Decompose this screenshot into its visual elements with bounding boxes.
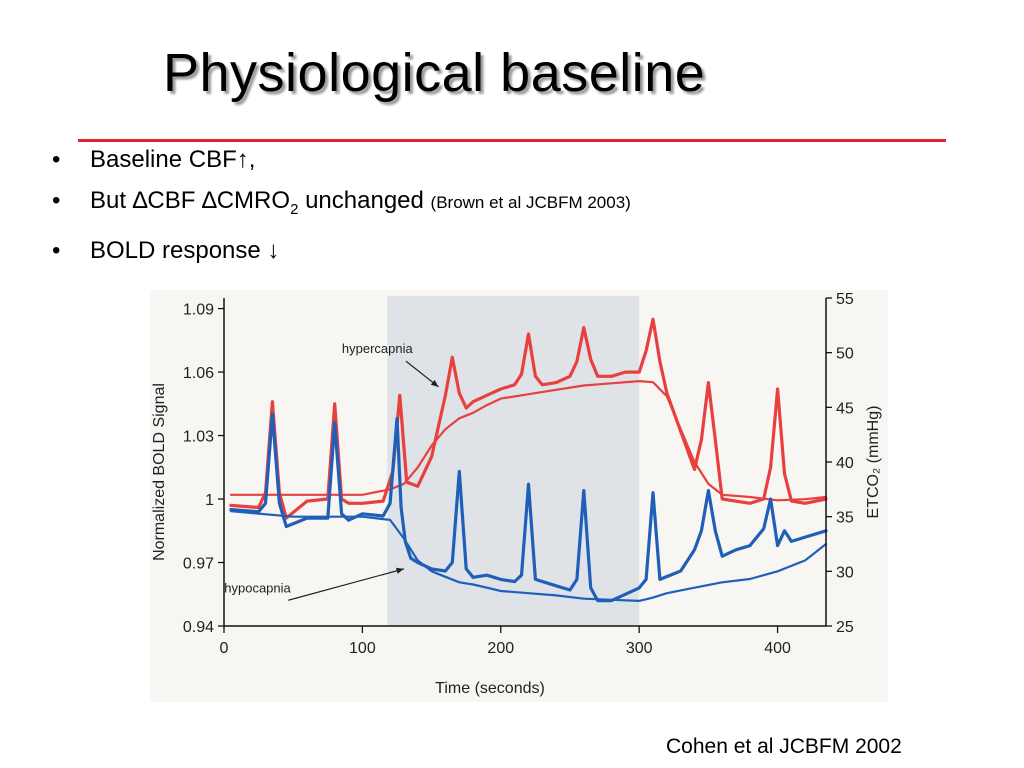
annotation-arrowhead — [430, 379, 439, 387]
y-tick-label-left: 0.94 — [183, 619, 214, 636]
bullet-bold-response: • BOLD response ↓ — [52, 237, 631, 265]
annotation-label: hypocapnia — [224, 580, 291, 595]
y-tick-label-left: 1 — [205, 492, 214, 509]
bullet-reference: (Brown et al JCBFM 2003) — [430, 193, 631, 212]
bullet-text: BOLD response ↓ — [90, 236, 280, 264]
bullet-text-pre: But ∆CBF ∆CMRO — [90, 187, 291, 214]
y-tick-label-left: 1.09 — [183, 302, 214, 319]
y-tick-label-left: 1.03 — [183, 429, 214, 446]
bullet-marker: • — [52, 146, 61, 173]
x-tick-label: 300 — [626, 640, 653, 657]
y-axis-label-left: Normalized BOLD Signal — [151, 383, 168, 561]
y-tick-label-right: 30 — [836, 564, 854, 581]
y-tick-label-left: 0.97 — [183, 556, 214, 573]
x-tick-label: 400 — [764, 640, 791, 657]
bullet-baseline-cbf: • Baseline CBF↑, — [52, 146, 631, 174]
y-tick-label-right: 35 — [836, 510, 854, 527]
x-axis-label: Time (seconds) — [435, 680, 545, 697]
bullet-marker: • — [52, 187, 61, 214]
bullet-text: Baseline CBF↑, — [90, 146, 256, 173]
annotation-label: hypercapnia — [342, 341, 414, 356]
bullet-marker: • — [52, 236, 61, 264]
y-tick-label-right: 45 — [836, 400, 854, 417]
y-tick-label-right: 25 — [836, 619, 854, 636]
x-tick-label: 0 — [220, 640, 229, 657]
series-line-hypercapnia-etco2 — [229, 379, 828, 502]
series-line-hypercapnia — [229, 317, 828, 520]
bullet-list: • Baseline CBF↑, • But ∆CBF ∆CMRO2 uncha… — [52, 146, 631, 278]
x-tick-label: 200 — [487, 640, 514, 657]
y-tick-label-right: 55 — [836, 291, 854, 308]
shaded-region — [387, 296, 640, 626]
annotation-arrowhead — [395, 567, 404, 574]
y-tick-label-right: 40 — [836, 455, 854, 472]
series-line-hypocapnia-etco2 — [229, 510, 828, 602]
y-tick-label-left: 1.06 — [183, 365, 214, 382]
annotation-arrow — [288, 568, 405, 601]
y-axis-label-right: ETCO₂ (mmHg) — [865, 406, 882, 519]
citation: Cohen et al JCBFM 2002 — [666, 735, 902, 758]
x-tick-label: 100 — [349, 640, 376, 657]
bullet-text-post: unchanged — [298, 187, 431, 214]
bullet-subscript: 2 — [290, 200, 299, 218]
y-tick-label-right: 50 — [836, 346, 854, 363]
title-divider — [78, 139, 946, 142]
bullet-delta-unchanged: • But ∆CBF ∆CMRO2 unchanged (Brown et al… — [52, 187, 631, 224]
slide-title: Physiological baseline — [163, 43, 706, 103]
bold-signal-chart: 0.94 0.97 1 1.03 1.06 1.09 25 30 35 40 45 50 55 0 100 2… — [150, 290, 888, 702]
